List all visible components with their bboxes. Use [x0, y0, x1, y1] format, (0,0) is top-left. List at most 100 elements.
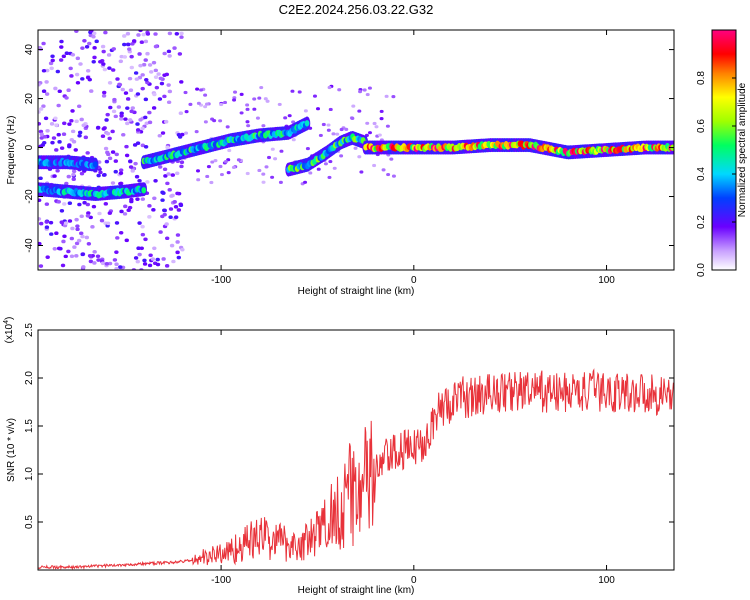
- heatmap-speckle: [283, 116, 288, 120]
- heatmap-speckle: [124, 144, 129, 149]
- heatmap-speckle: [257, 168, 262, 173]
- heatmap-speckle: [179, 35, 184, 39]
- heatmap-speckle: [41, 104, 46, 108]
- heatmap-speckle: [70, 226, 75, 231]
- heatmap-speckle: [68, 66, 73, 71]
- heatmap-speckle: [41, 68, 47, 73]
- heatmap-speckle: [326, 128, 331, 132]
- heatmap-speckle: [157, 133, 162, 138]
- x-tick-label: 0: [411, 575, 417, 586]
- heatmap-speckle: [153, 68, 159, 73]
- heatmap-speckle: [92, 55, 97, 60]
- heatmap-speckle: [62, 121, 67, 126]
- heatmap-speckle: [56, 199, 62, 204]
- heatmap-speckle: [131, 39, 137, 43]
- heatmap-speckle: [365, 92, 370, 97]
- heatmap-speckle: [75, 224, 80, 228]
- snr-axes: -100 0 100 0.5 1.0 1.5 2.0 2.5: [24, 323, 674, 586]
- heatmap-speckle: [95, 254, 101, 259]
- heatmap-speckle: [53, 86, 58, 91]
- heatmap-speckle: [140, 86, 145, 91]
- heatmap-speckle: [89, 30, 94, 33]
- heatmap-speckle: [114, 262, 119, 267]
- heatmap-speckle: [112, 258, 118, 262]
- heatmap-speckle: [70, 52, 76, 57]
- heatmap-speckle: [162, 167, 168, 172]
- heatmap-speckle: [87, 253, 93, 258]
- heatmap-speckle: [84, 235, 90, 240]
- heatmap-speckle: [332, 166, 337, 170]
- heatmap-speckle: [59, 209, 65, 213]
- heatmap-speckle: [42, 135, 48, 139]
- heatmap-speckle: [303, 180, 308, 184]
- snr-scale-exponent: 4: [3, 320, 10, 324]
- heatmap-speckle: [257, 96, 262, 100]
- heatmap-speckle: [245, 171, 250, 176]
- heatmap-speckle: [119, 113, 124, 118]
- heatmap-speckle: [56, 103, 61, 108]
- heatmap-speckle: [110, 181, 116, 185]
- heatmap-speckle: [359, 170, 364, 174]
- heatmap-speckle: [80, 77, 85, 81]
- heatmap-speckle: [367, 131, 372, 135]
- heatmap-speckle: [175, 233, 181, 237]
- heatmap-speckle: [105, 112, 110, 117]
- heatmap-speckle: [122, 55, 128, 59]
- heatmap-speckle: [367, 86, 372, 90]
- heatmap-cell: [92, 161, 98, 168]
- colorbar: 0.0 0.2 0.4 0.6 0.8 Normalized spectral ampl…: [696, 29, 748, 277]
- heatmap-speckle: [166, 172, 171, 176]
- heatmap-speckle: [72, 245, 77, 249]
- heatmap-speckle: [160, 214, 165, 219]
- heatmap-speckle: [125, 97, 131, 101]
- spectrogram-ylabel: Frequency (Hz): [6, 116, 17, 185]
- heatmap-speckle: [48, 220, 54, 225]
- heatmap-speckle: [54, 123, 59, 127]
- y-tick-label: 2.0: [24, 371, 35, 385]
- heatmap-speckle: [270, 175, 275, 179]
- heatmap-speckle: [173, 205, 179, 209]
- heatmap-speckle: [165, 181, 170, 186]
- heatmap-speckle: [145, 51, 150, 56]
- heatmap-speckle: [328, 159, 333, 164]
- heatmap-speckle: [326, 123, 331, 127]
- heatmap-speckle: [55, 168, 60, 173]
- colorbar-gradient: [711, 29, 737, 271]
- heatmap-speckle: [103, 30, 108, 35]
- heatmap-speckle: [101, 127, 106, 131]
- heatmap-speckle: [305, 146, 310, 151]
- heatmap-speckle: [226, 171, 231, 175]
- heatmap-speckle: [38, 241, 42, 246]
- heatmap-speckle: [277, 102, 282, 107]
- heatmap-speckle: [261, 180, 266, 184]
- heatmap-speckle: [75, 80, 81, 85]
- heatmap-speckle: [70, 109, 75, 113]
- heatmap-speckle: [123, 117, 128, 121]
- heatmap-speckle: [75, 56, 81, 61]
- heatmap-speckle: [120, 87, 125, 92]
- heatmap-speckle: [115, 77, 120, 81]
- heatmap-speckle: [218, 119, 223, 123]
- heatmap-speckle: [128, 88, 134, 92]
- heatmap-speckle: [391, 95, 396, 99]
- heatmap-speckle: [179, 31, 184, 36]
- heatmap-speckle: [297, 90, 302, 94]
- heatmap-speckle: [161, 191, 166, 195]
- heatmap-speckle: [117, 82, 123, 87]
- heatmap-speckle: [50, 140, 55, 145]
- heatmap-speckle: [116, 105, 122, 109]
- heatmap-speckle: [39, 132, 44, 137]
- heatmap-speckle: [52, 174, 57, 178]
- heatmap-speckle: [45, 129, 50, 133]
- heatmap-speckle: [95, 125, 101, 130]
- heatmap-speckle: [381, 168, 386, 172]
- heatmap-speckle: [129, 109, 134, 114]
- heatmap-speckle: [223, 159, 228, 164]
- spectrogram-axes: -100 0 100 -40 -20 0 20 40: [24, 30, 674, 286]
- heatmap-speckle: [372, 163, 377, 168]
- heatmap-speckle: [151, 208, 156, 212]
- heatmap-speckle: [303, 109, 308, 113]
- heatmap-speckle: [44, 220, 49, 224]
- heatmap-speckle: [74, 119, 79, 124]
- heatmap-speckle: [130, 169, 135, 173]
